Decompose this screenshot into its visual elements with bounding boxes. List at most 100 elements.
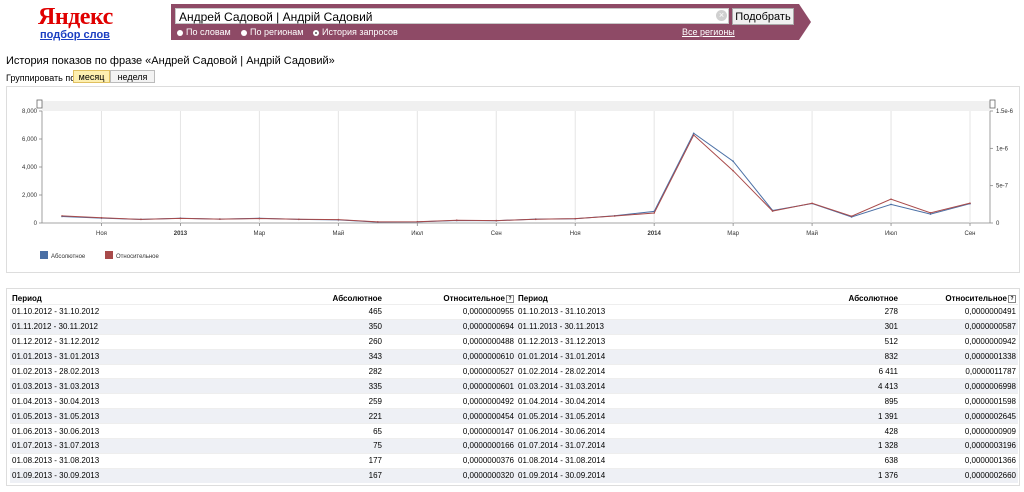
relative-cell: 0,0000000942 <box>900 333 1018 350</box>
group-month-button[interactable]: месяц <box>73 70 110 83</box>
period-cell: 01.08.2014 - 31.08.2014 <box>516 452 736 469</box>
period-cell: 01.12.2012 - 31.12.2012 <box>10 333 230 350</box>
absolute-cell: 832 <box>736 348 900 365</box>
period-cell: 01.05.2014 - 31.05.2014 <box>516 408 736 424</box>
period-cell: 01.06.2013 - 30.06.2013 <box>10 423 230 439</box>
table-row: 01.11.2012 - 30.11.2012 350 0,0000000694 01… <box>10 318 1018 335</box>
group-week-button[interactable]: неделя <box>110 70 155 83</box>
period-cell: 01.09.2014 - 30.09.2014 <box>516 467 736 483</box>
relative-cell: 0,0000003196 <box>900 438 1018 454</box>
table-row: 01.03.2013 - 31.03.2013 335 0,0000000601 01… <box>10 378 1018 394</box>
absolute-cell: 1 376 <box>736 467 900 483</box>
period-cell: 01.07.2013 - 31.07.2013 <box>10 438 230 454</box>
relative-cell: 0,0000000955 <box>384 304 516 320</box>
radio-icon <box>177 29 183 36</box>
relative-cell: 0,0000000454 <box>384 408 516 424</box>
col-absolute: Абсолютное <box>332 294 382 303</box>
regions-link[interactable]: Все регионы <box>682 27 735 37</box>
period-cell: 01.02.2014 - 28.02.2014 <box>516 363 736 379</box>
col-period: Период <box>518 294 548 303</box>
table-row: 01.10.2012 - 31.10.2012 465 0,0000000955 01… <box>10 304 1018 320</box>
period-cell: 01.07.2014 - 31.07.2014 <box>516 438 736 454</box>
absolute-cell: 895 <box>736 393 900 409</box>
relative-cell: 0,0000000488 <box>384 333 516 350</box>
absolute-cell: 343 <box>230 348 384 365</box>
absolute-cell: 350 <box>230 318 384 335</box>
col-relative: Относительное? <box>384 293 516 305</box>
absolute-cell: 4 413 <box>736 378 900 394</box>
table-row: 01.02.2013 - 28.02.2013 282 0,0000000527 01… <box>10 363 1018 379</box>
search-input[interactable]: Андрей Садовой | Андрій Садовий <box>175 8 729 24</box>
wordstat-link[interactable]: подбор слов <box>40 29 110 41</box>
table-row: 01.09.2013 - 30.09.2013 167 0,0000000320 01… <box>10 467 1018 483</box>
absolute-cell: 428 <box>736 423 900 439</box>
absolute-cell: 167 <box>230 467 384 483</box>
absolute-cell: 1 391 <box>736 408 900 424</box>
chart-panel <box>6 86 1020 273</box>
absolute-cell: 638 <box>736 452 900 469</box>
col-relative: Относительное? <box>900 293 1018 305</box>
radio-history[interactable]: История запросов <box>313 27 398 37</box>
relative-cell: 0,0000000320 <box>384 467 516 483</box>
relative-cell: 0,0000001338 <box>900 348 1018 365</box>
relative-cell: 0,0000000601 <box>384 378 516 394</box>
relative-cell: 0,0000006998 <box>900 378 1018 394</box>
radio-selected-icon <box>313 29 319 36</box>
table-row: 01.08.2013 - 31.08.2013 177 0,0000000376 01… <box>10 452 1018 469</box>
history-table: Период Абсолютное Относительное? Период … <box>10 293 1018 483</box>
relative-cell: 0,0000000587 <box>900 318 1018 335</box>
period-cell: 01.03.2014 - 31.03.2014 <box>516 378 736 394</box>
clear-icon[interactable]: × <box>716 10 727 21</box>
absolute-cell: 1 328 <box>736 438 900 454</box>
radio-by-regions[interactable]: По регионам <box>241 27 303 37</box>
period-cell: 01.11.2013 - 30.11.2013 <box>516 318 736 335</box>
period-cell: 01.08.2013 - 31.08.2013 <box>10 452 230 469</box>
relative-cell: 0,0000001366 <box>900 452 1018 469</box>
radio-by-words[interactable]: По словам <box>177 27 231 37</box>
absolute-cell: 278 <box>736 304 900 320</box>
relative-cell: 0,0000000147 <box>384 423 516 439</box>
search-bar-arrow <box>799 4 811 40</box>
relative-cell: 0,0000000909 <box>900 423 1018 439</box>
absolute-cell: 282 <box>230 363 384 379</box>
period-cell: 01.12.2013 - 31.12.2013 <box>516 333 736 350</box>
period-cell: 01.09.2013 - 30.09.2013 <box>10 467 230 483</box>
relative-cell: 0,0000000376 <box>384 452 516 469</box>
table-row: 01.05.2013 - 31.05.2013 221 0,0000000454 01… <box>10 408 1018 424</box>
absolute-cell: 335 <box>230 378 384 394</box>
absolute-cell: 260 <box>230 333 384 350</box>
help-icon[interactable]: ? <box>506 294 514 303</box>
table-row: 01.07.2013 - 31.07.2013 75 0,0000000166 01.… <box>10 438 1018 454</box>
absolute-cell: 301 <box>736 318 900 335</box>
period-cell: 01.05.2013 - 31.05.2013 <box>10 408 230 424</box>
submit-button[interactable]: Подобрать <box>732 8 794 25</box>
relative-cell: 0,0000000610 <box>384 348 516 365</box>
relative-cell: 0,0000000166 <box>384 438 516 454</box>
relative-cell: 0,0000000694 <box>384 318 516 335</box>
period-cell: 01.04.2014 - 30.04.2014 <box>516 393 736 409</box>
period-cell: 01.01.2014 - 31.01.2014 <box>516 348 736 365</box>
period-cell: 01.10.2012 - 31.10.2012 <box>10 304 230 320</box>
absolute-cell: 259 <box>230 393 384 409</box>
yandex-logo[interactable]: Яндекс <box>38 4 113 31</box>
relative-cell: 0,0000000527 <box>384 363 516 379</box>
help-icon[interactable]: ? <box>1008 294 1016 303</box>
table-row: 01.04.2013 - 30.04.2013 259 0,0000000492 01… <box>10 393 1018 409</box>
period-cell: 01.06.2014 - 30.06.2014 <box>516 423 736 439</box>
relative-cell: 0,0000001598 <box>900 393 1018 409</box>
period-cell: 01.03.2013 - 31.03.2013 <box>10 378 230 394</box>
table-row: 01.01.2013 - 31.01.2013 343 0,0000000610 01… <box>10 348 1018 365</box>
period-cell: 01.02.2013 - 28.02.2013 <box>10 363 230 379</box>
period-cell: 01.04.2013 - 30.04.2013 <box>10 393 230 409</box>
col-period: Период <box>12 294 42 303</box>
page-title: История показов по фразе «Андрей Садовой… <box>6 55 335 67</box>
relative-cell: 0,0000000492 <box>384 393 516 409</box>
period-cell: 01.01.2013 - 31.01.2013 <box>10 348 230 365</box>
period-cell: 01.11.2012 - 30.11.2012 <box>10 318 230 335</box>
relative-cell: 0,0000002660 <box>900 467 1018 483</box>
group-label: Группировать по: <box>6 73 78 83</box>
col-absolute: Абсолютное <box>848 294 898 303</box>
absolute-cell: 512 <box>736 333 900 350</box>
logo-text: Яндекс <box>38 4 113 30</box>
absolute-cell: 221 <box>230 408 384 424</box>
